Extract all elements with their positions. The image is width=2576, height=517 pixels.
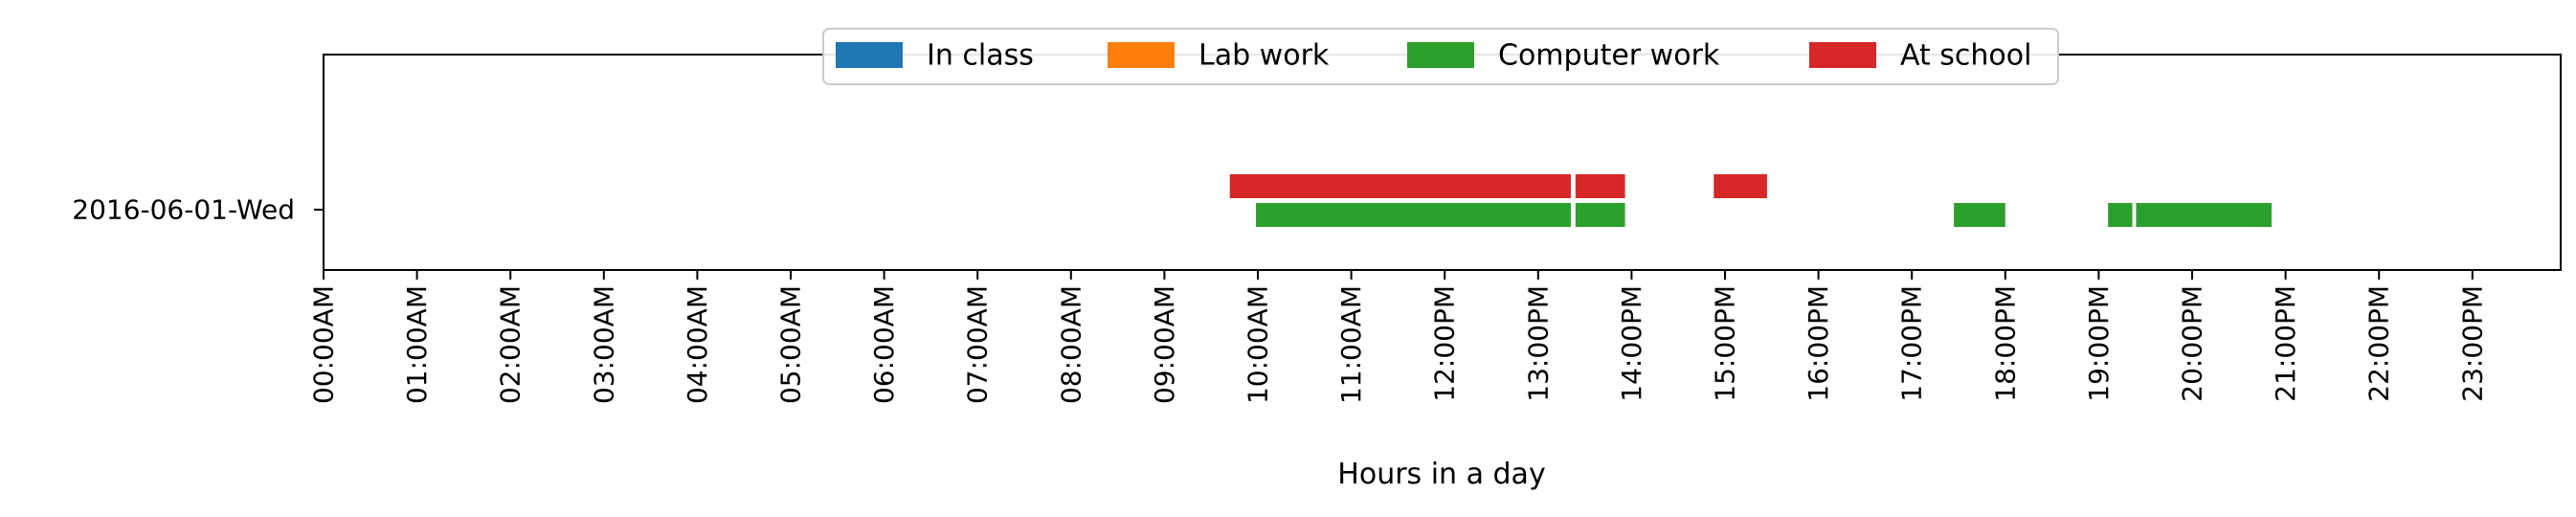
x-tick-label: 14:00PM xyxy=(1616,285,1647,402)
bar-at-school xyxy=(1229,174,1571,198)
bar-at-school xyxy=(1714,174,1767,198)
bars-layer xyxy=(1229,174,2272,227)
x-tick-label: 17:00PM xyxy=(1896,285,1928,402)
bar-computer-work xyxy=(1575,203,1625,227)
bar-computer-work xyxy=(1954,203,2005,227)
x-tick-label: 22:00PM xyxy=(2363,285,2395,402)
x-tick-label: 04:00AM xyxy=(682,285,713,404)
x-tick-label: 00:00AM xyxy=(308,285,340,404)
legend-label: At school xyxy=(1900,39,2031,73)
x-tick-label: 07:00AM xyxy=(962,285,994,404)
x-tick-label: 02:00AM xyxy=(495,285,526,404)
x-tick-label: 05:00AM xyxy=(775,285,807,404)
legend-label: Computer work xyxy=(1498,39,1720,73)
x-tick-label: 21:00PM xyxy=(2270,285,2301,402)
legend-label: Lab work xyxy=(1198,39,1330,73)
legend-swatch xyxy=(1108,42,1175,68)
legend-swatch xyxy=(1809,42,1876,68)
x-tick-label: 19:00PM xyxy=(2083,285,2115,402)
x-tick-label: 15:00PM xyxy=(1710,285,1741,402)
x-tick-label: 03:00AM xyxy=(588,285,619,404)
bar-computer-work xyxy=(2108,203,2133,227)
plot-frame xyxy=(323,54,2562,271)
x-tick-label: 13:00PM xyxy=(1522,285,1554,402)
x-tick-label: 23:00PM xyxy=(2456,285,2488,402)
legend-label: In class xyxy=(927,39,1034,73)
x-tick-label: 16:00PM xyxy=(1803,285,1834,402)
x-tick-label: 01:00AM xyxy=(401,285,433,404)
ticks-layer: 00:00AM 01:00AM 02:00AM 03:00AM 04:00AM 05:00… xyxy=(72,194,2488,405)
y-tick-label: 2016-06-01-Wed xyxy=(72,194,295,226)
x-tick-label: 12:00PM xyxy=(1429,285,1461,402)
bar-at-school xyxy=(1575,174,1625,198)
legend-swatch xyxy=(836,42,903,68)
x-tick-label: 18:00PM xyxy=(1989,285,2021,402)
x-tick-label: 10:00AM xyxy=(1243,285,1274,404)
x-tick-label: 09:00AM xyxy=(1149,285,1180,404)
legend-swatch xyxy=(1407,42,1474,68)
bar-computer-work xyxy=(2136,203,2272,227)
legend: In class Lab work Computer work At school xyxy=(822,28,2059,85)
x-tick-label: 08:00AM xyxy=(1055,285,1086,404)
bar-computer-work xyxy=(1256,203,1571,227)
x-tick-label: 06:00AM xyxy=(868,285,900,404)
x-tick-label: 20:00PM xyxy=(2177,285,2208,402)
x-axis-label: Hours in a day xyxy=(1337,458,1545,491)
x-tick-label: 11:00AM xyxy=(1335,285,1367,404)
